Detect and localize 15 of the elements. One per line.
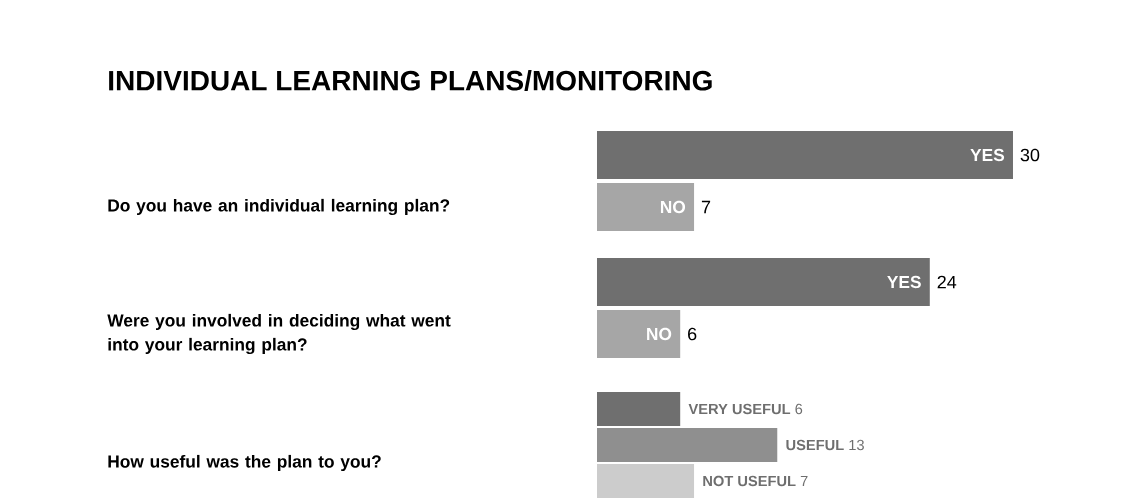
- data-label: NOT USEFUL 7: [703, 475, 808, 487]
- y-tick-label: NO: [647, 327, 672, 341]
- y-tick-label: NO: [660, 200, 686, 214]
- y-axis-title: Do you have an individual learning plan?: [108, 198, 450, 216]
- y-axis-title: Were you involved in deciding what went into your learning plan?: [107, 313, 451, 355]
- data-label: 30: [1020, 148, 1040, 162]
- y-tick-label: YES: [887, 275, 921, 289]
- chart-title: INDIVIDUAL LEARNING PLANS/MONITORING: [109, 70, 712, 91]
- data-label: 24: [937, 275, 957, 289]
- data-label: VERY USEFUL 6: [688, 403, 803, 415]
- y-axis-title: How useful was the plan to you?: [108, 454, 381, 472]
- data-label: 7: [701, 200, 711, 214]
- y-tick-label: YES: [970, 148, 1005, 162]
- data-label: USEFUL 13: [786, 439, 864, 451]
- data-label: 6: [688, 327, 697, 341]
